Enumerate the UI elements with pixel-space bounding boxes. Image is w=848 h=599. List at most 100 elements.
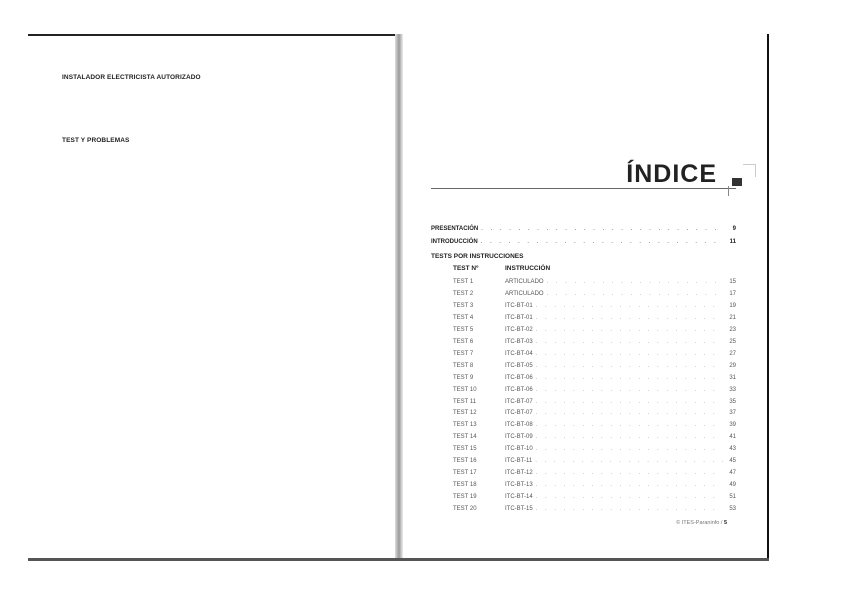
leader-dots: . . . . . . . . . . . . . . . . . . . . …: [535, 374, 723, 381]
instruction-label: ARTICULADO: [505, 290, 544, 297]
test-number: TEST 7: [453, 350, 474, 357]
footer-text: © ITES-Paraninfo /: [676, 520, 723, 526]
column-header-test: TEST Nº: [453, 265, 479, 272]
entry-page: 19: [729, 302, 736, 309]
toc-entry: TEST 1 ARTICULADO. . . . . . . . . . . . …: [431, 279, 736, 285]
leader-dots: . . . . . . . . . . . . . . . . . . . . …: [535, 470, 723, 477]
book-subtitle: TEST Y PROBLEMAS: [62, 137, 130, 144]
leader-dots: . . . . . . . . . . . . . . . . . . . . …: [546, 279, 723, 285]
test-number: TEST 3: [453, 302, 474, 309]
leader-dots: . . . . . . . . . . . . . . . . . . . . …: [535, 446, 723, 453]
test-number: TEST 12: [453, 410, 477, 417]
toc-entry: TEST 7 ITC-BT-04. . . . . . . . . . . . .…: [431, 351, 736, 357]
toc-entry: TEST 18 ITC-BT-13. . . . . . . . . . . . …: [431, 482, 736, 488]
entry-page: 39: [729, 422, 736, 429]
test-number: TEST 9: [453, 374, 474, 381]
page-title: ÍNDICE: [626, 160, 717, 188]
entry-page: 53: [729, 506, 736, 513]
leader-dots: . . . . . . . . . . . . . . . . . . . . …: [535, 422, 723, 429]
title-rule: [431, 188, 736, 189]
instruction-label: ARTICULADO: [505, 279, 544, 285]
leader-dots: . . . . . . . . . . . . . . . . . . . . …: [535, 506, 723, 513]
toc-entry: TEST 4 ITC-BT-01. . . . . . . . . . . . .…: [431, 315, 736, 321]
subsection-heading: TESTS POR INSTRUCCIONES: [431, 253, 524, 260]
leader-dots: . . . . . . . . . . . . . . . . . . . . …: [546, 290, 723, 297]
instruction-label: ITC-BT-15: [505, 506, 533, 513]
left-page: INSTALADOR ELECTRICISTA AUTORIZADO TEST …: [28, 34, 396, 562]
toc-entry: TEST 15 ITC-BT-10. . . . . . . . . . . . …: [431, 446, 736, 452]
instruction-label: ITC-BT-06: [505, 374, 533, 381]
leader-dots: . . . . . . . . . . . . . . . . . . . . …: [535, 314, 723, 321]
title-decoration: [732, 178, 742, 186]
test-number: TEST 5: [453, 326, 474, 333]
page-number: 5: [723, 520, 727, 526]
test-number: TEST 6: [453, 338, 474, 345]
leader-dots: . . . . . . . . . . . . . . . . . . . . …: [480, 239, 723, 245]
test-number: TEST 10: [453, 386, 477, 393]
section-page: 11: [729, 239, 736, 245]
instruction-label: ITC-BT-01: [505, 314, 533, 321]
toc-entry: TEST 2 ARTICULADO. . . . . . . . . . . . …: [431, 291, 736, 297]
page-footer: © ITES-Paraninfo / 5: [676, 520, 727, 526]
toc-entry: TEST 16 ITC-BT-11. . . . . . . . . . . . …: [431, 458, 736, 464]
test-number: TEST 11: [453, 398, 477, 405]
entry-page: 45: [729, 458, 736, 465]
column-header-instruction: INSTRUCCIÓN: [505, 265, 551, 272]
toc-entry: TEST 17 ITC-BT-12. . . . . . . . . . . . …: [431, 470, 736, 476]
leader-dots: . . . . . . . . . . . . . . . . . . . . …: [535, 386, 723, 393]
toc-entry: TEST 5 ITC-BT-02. . . . . . . . . . . . .…: [431, 327, 736, 333]
toc-entry: TEST 6 ITC-BT-03. . . . . . . . . . . . .…: [431, 339, 736, 345]
leader-dots: . . . . . . . . . . . . . . . . . . . . …: [535, 410, 723, 417]
instruction-label: ITC-BT-10: [505, 446, 533, 453]
leader-dots: . . . . . . . . . . . . . . . . . . . . …: [535, 458, 723, 465]
leader-dots: . . . . . . . . . . . . . . . . . . . . …: [481, 226, 723, 232]
instruction-label: ITC-BT-05: [505, 362, 533, 369]
title-decoration: [728, 186, 729, 196]
page-edge: [28, 558, 769, 561]
entry-page: 51: [729, 494, 736, 501]
entry-page: 15: [729, 279, 736, 285]
entry-page: 21: [729, 314, 736, 321]
toc-entry: TEST 11 ITC-BT-07. . . . . . . . . . . . …: [431, 399, 736, 405]
title-decoration: [743, 164, 756, 177]
book-spine: [395, 34, 403, 560]
instruction-label: ITC-BT-09: [505, 434, 533, 441]
toc-entry: TEST 8 ITC-BT-05. . . . . . . . . . . . .…: [431, 363, 736, 369]
test-number: TEST 14: [453, 434, 477, 441]
leader-dots: . . . . . . . . . . . . . . . . . . . . …: [535, 362, 723, 369]
entry-page: 37: [729, 410, 736, 417]
entry-page: 31: [729, 374, 736, 381]
instruction-label: ITC-BT-06: [505, 386, 533, 393]
toc-entry: TEST 19 ITC-BT-14. . . . . . . . . . . . …: [431, 494, 736, 500]
entry-page: 23: [729, 326, 736, 333]
right-page: ÍNDICE PRESENTACIÓN. . . . . . . . . . .…: [403, 34, 769, 560]
instruction-label: ITC-BT-01: [505, 302, 533, 309]
test-number: TEST 13: [453, 422, 477, 429]
test-number: TEST 1: [453, 279, 474, 285]
leader-dots: . . . . . . . . . . . . . . . . . . . . …: [535, 398, 723, 405]
toc-entry: TEST 12 ITC-BT-07. . . . . . . . . . . . …: [431, 410, 736, 416]
instruction-label: ITC-BT-03: [505, 338, 533, 345]
instruction-label: ITC-BT-08: [505, 422, 533, 429]
entry-page: 27: [729, 350, 736, 357]
instruction-label: ITC-BT-12: [505, 470, 533, 477]
instruction-label: ITC-BT-04: [505, 350, 533, 357]
toc-section: INTRODUCCIÓN. . . . . . . . . . . . . . …: [431, 239, 736, 245]
test-number: TEST 8: [453, 362, 474, 369]
test-number: TEST 20: [453, 506, 477, 513]
test-number: TEST 17: [453, 470, 477, 477]
test-number: TEST 18: [453, 482, 477, 489]
instruction-label: ITC-BT-02: [505, 326, 533, 333]
entry-page: 25: [729, 338, 736, 345]
leader-dots: . . . . . . . . . . . . . . . . . . . . …: [535, 434, 723, 441]
leader-dots: . . . . . . . . . . . . . . . . . . . . …: [535, 494, 723, 501]
toc-entry: TEST 10 ITC-BT-06. . . . . . . . . . . . …: [431, 387, 736, 393]
test-number: TEST 16: [453, 458, 477, 465]
entry-page: 43: [729, 446, 736, 453]
leader-dots: . . . . . . . . . . . . . . . . . . . . …: [535, 326, 723, 333]
entry-page: 41: [729, 434, 736, 441]
toc-entry: TEST 20 ITC-BT-15. . . . . . . . . . . . …: [431, 506, 736, 512]
toc-entry: TEST 9 ITC-BT-06. . . . . . . . . . . . .…: [431, 375, 736, 381]
instruction-label: ITC-BT-07: [505, 410, 533, 417]
section-label: PRESENTACIÓN: [431, 226, 479, 232]
